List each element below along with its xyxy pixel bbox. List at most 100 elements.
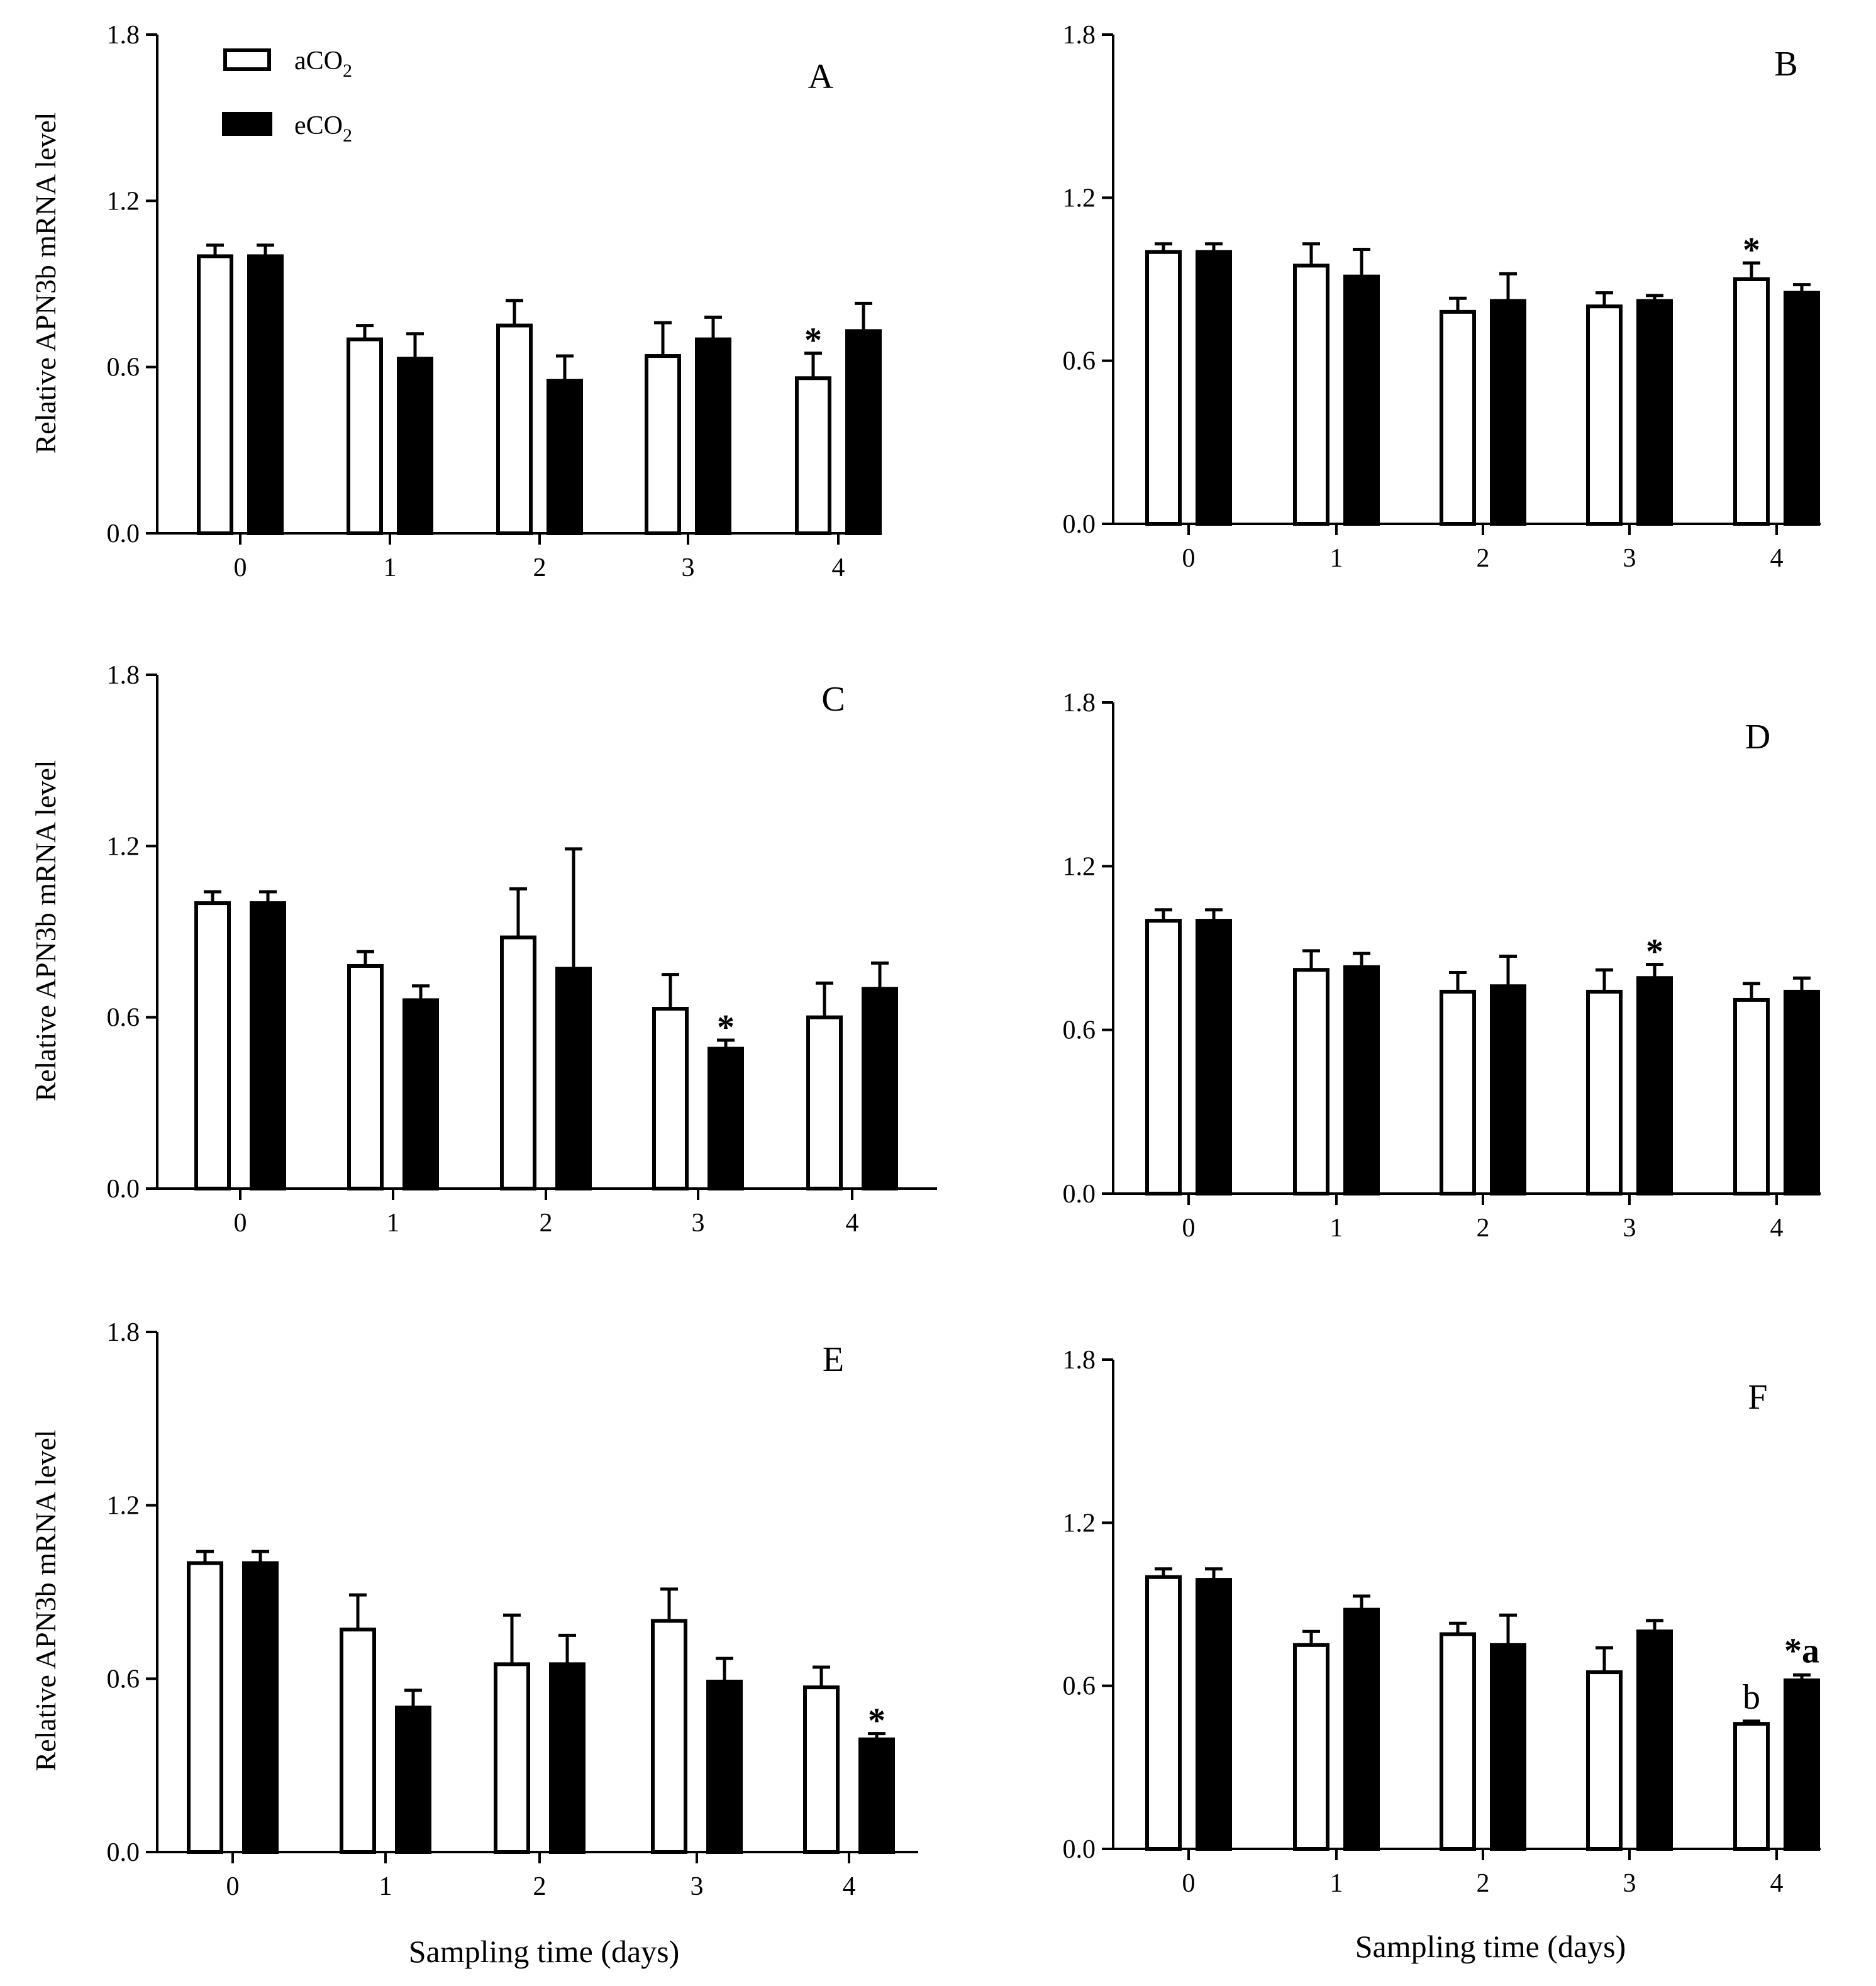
significance-mark: * <box>717 1008 735 1047</box>
x-tick-label: 1 <box>1330 1869 1343 1898</box>
x-axis-labels: Sampling time (days) Sampling time (days) <box>409 1929 1626 1969</box>
x-tick-label: 1 <box>384 553 397 582</box>
x-tick-label: 1 <box>379 1872 392 1901</box>
y-tick-label: 0.0 <box>1063 510 1096 539</box>
panel-e: 0.0 0.6 1.2 1.8 0 1 2 3 4 * E Relative APN3b mRNA l… <box>30 1318 918 1901</box>
bar-eco2-day-2 <box>1490 984 1526 1195</box>
panel-letter: E <box>823 1340 844 1379</box>
x-axis-label: Sampling time (days) <box>1355 1929 1626 1964</box>
panel-letter: B <box>1774 45 1797 84</box>
bar-eco2-day-4 <box>1784 1678 1820 1851</box>
significance-mark: b <box>1743 1678 1760 1717</box>
x-tick-label: 3 <box>692 1209 705 1238</box>
bar-aco2-day-1 <box>347 337 383 535</box>
x-tick-label: 2 <box>1477 544 1490 573</box>
bar-eco2-day-1 <box>397 357 433 535</box>
x-tick-label: 1 <box>1330 544 1343 573</box>
y-tick-label: 1.2 <box>107 187 140 216</box>
bar-aco2-day-3 <box>652 1007 689 1191</box>
bar-eco2-day-0 <box>1196 1578 1232 1851</box>
x-axis-label: Sampling time (days) <box>409 1934 680 1969</box>
y-tick-label: 0.6 <box>107 353 140 382</box>
x-tick-label: 2 <box>540 1209 553 1238</box>
bar-eco2-day-3 <box>1636 976 1673 1195</box>
x-tick-label: 0 <box>1182 544 1196 573</box>
legend-swatch-eco2 <box>222 112 272 136</box>
bar-aco2-day-3 <box>645 354 681 535</box>
bar-aco2-day-2 <box>494 1662 530 1854</box>
x-tick-label: 0 <box>234 1209 247 1238</box>
bar-aco2-day-4 <box>795 376 831 535</box>
legend: aCO2 eCO2 <box>222 47 352 146</box>
x-tick-label: 4 <box>1770 1214 1784 1243</box>
y-tick-label: 0.0 <box>1063 1180 1096 1209</box>
y-tick-label: 0.6 <box>107 1665 140 1694</box>
x-tick-label: 2 <box>533 553 547 582</box>
y-tick-label: 1.8 <box>107 21 140 50</box>
bar-aco2-day-3 <box>1586 989 1623 1196</box>
bar-eco2-day-4 <box>845 329 882 536</box>
bar-aco2-day-2 <box>1440 989 1476 1196</box>
bar-aco2-day-4 <box>1733 277 1770 526</box>
bar-aco2-day-0 <box>197 254 233 535</box>
legend-label-aco2: aCO2 <box>294 47 352 81</box>
panel-a: 0.0 0.6 1.2 1.8 0 1 2 3 4 * A Relative APN3b mRNA l… <box>30 21 882 582</box>
x-tick-label: 0 <box>1182 1869 1196 1898</box>
bar-eco2-day-2 <box>1490 299 1526 526</box>
y-tick-label: 0.6 <box>1063 1672 1096 1701</box>
bar-aco2-day-3 <box>1586 304 1623 526</box>
legend-label-eco2: eCO2 <box>294 111 352 146</box>
bar-aco2-day-2 <box>496 323 533 535</box>
x-tick-label: 3 <box>1623 1869 1636 1898</box>
panel-f: 0.0 0.6 1.2 1.8 0 1 2 3 4 b *a F <box>1063 1346 1821 1898</box>
bar-aco2-day-2 <box>1440 309 1476 526</box>
bar-eco2-day-2 <box>555 967 592 1191</box>
bar-eco2-day-3 <box>1636 299 1673 526</box>
bar-aco2-day-0 <box>1145 919 1182 1195</box>
y-axis-label: Relative APN3b mRNA level <box>30 1429 62 1771</box>
bar-eco2-day-1 <box>402 998 439 1191</box>
bar-eco2-day-0 <box>247 254 284 535</box>
bar-eco2-day-0 <box>250 901 286 1190</box>
bar-eco2-day-2 <box>547 379 583 536</box>
bar-aco2-day-4 <box>806 1015 843 1190</box>
y-tick-label: 0.6 <box>107 1004 140 1033</box>
bar-eco2-day-3 <box>706 1679 743 1854</box>
bar-aco2-day-1 <box>347 963 384 1190</box>
x-tick-label: 0 <box>234 553 247 582</box>
bar-eco2-day-4 <box>862 987 898 1191</box>
y-tick-label: 1.2 <box>1063 1509 1096 1538</box>
y-tick-label: 1.8 <box>1063 1346 1096 1375</box>
bar-aco2-day-3 <box>651 1619 687 1854</box>
bar-aco2-day-1 <box>1293 1643 1329 1851</box>
y-tick-label: 1.2 <box>1063 852 1096 881</box>
bar-eco2-day-3 <box>695 337 731 535</box>
significance-mark: *a <box>1784 1631 1819 1670</box>
panel-d: 0.0 0.6 1.2 1.8 0 1 2 3 4 * D <box>1063 689 1821 1243</box>
x-tick-label: 4 <box>1770 544 1784 573</box>
bar-eco2-day-0 <box>1196 250 1232 526</box>
bar-eco2-day-0 <box>1196 919 1232 1195</box>
significance-mark: * <box>1646 933 1663 972</box>
significance-mark: * <box>804 321 822 360</box>
bar-eco2-day-3 <box>708 1046 744 1191</box>
x-tick-label: 2 <box>533 1872 547 1901</box>
bar-eco2-day-1 <box>1343 1607 1380 1851</box>
bar-aco2-day-3 <box>1586 1670 1623 1851</box>
x-tick-label: 4 <box>843 1872 856 1901</box>
bar-eco2-day-4 <box>1784 291 1820 526</box>
x-tick-label: 1 <box>1330 1214 1343 1243</box>
y-tick-label: 0.6 <box>1063 347 1096 376</box>
y-tick-label: 0.0 <box>107 1838 140 1867</box>
bar-eco2-day-3 <box>1636 1629 1673 1851</box>
bar-aco2-day-0 <box>1145 1575 1182 1851</box>
x-tick-label: 3 <box>682 553 695 582</box>
bar-aco2-day-1 <box>1293 968 1329 1195</box>
bar-eco2-day-0 <box>242 1561 279 1855</box>
bar-aco2-day-4 <box>803 1685 840 1855</box>
y-tick-label: 1.8 <box>107 1318 140 1347</box>
panel-letter: D <box>1745 718 1770 757</box>
panel-letter: F <box>1748 1378 1767 1417</box>
bar-eco2-day-4 <box>1784 989 1820 1196</box>
x-tick-label: 3 <box>1623 1214 1636 1243</box>
